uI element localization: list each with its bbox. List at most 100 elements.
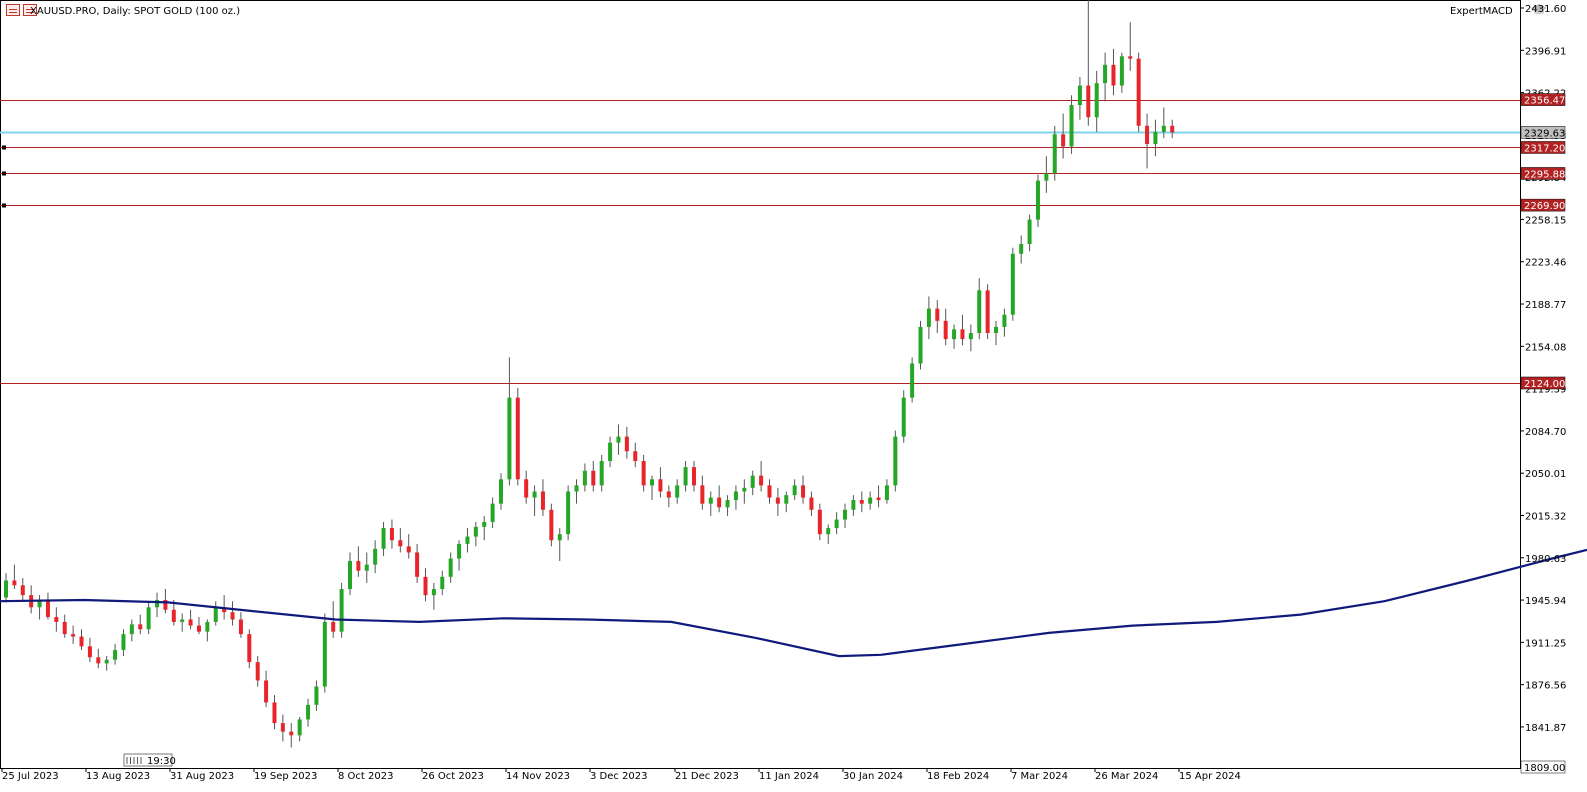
time-marker: 19:30 (123, 753, 176, 767)
time-marker-box (123, 753, 173, 767)
plot-frame (0, 0, 1521, 769)
candle-body (582, 470, 587, 486)
candle-body (482, 521, 487, 527)
candle-body (599, 461, 604, 486)
candle-body (641, 461, 646, 486)
chart-title: XAUUSD.PRO, Daily: SPOT GOLD (100 oz.) (30, 6, 241, 17)
candle-body (322, 621, 327, 687)
price-label: 1809.00 (1524, 763, 1565, 774)
horizontal-levels (0, 100, 1520, 384)
x-tick-label: 21 Dec 2023 (675, 771, 739, 782)
price-label: 2329.63 (1524, 128, 1565, 139)
candle-body (272, 702, 277, 724)
candle-body (1010, 253, 1015, 315)
y-tick-label: 1876.56 (1525, 681, 1566, 692)
candle-body (423, 576, 428, 596)
candle-body (683, 467, 688, 486)
candle-body (113, 649, 118, 660)
time-marker-label: 19:30 (147, 756, 176, 767)
candle-body (708, 497, 713, 504)
candle-body (658, 479, 663, 492)
candle-body (675, 485, 680, 498)
price-label-box (1520, 93, 1566, 106)
candle-body (205, 621, 210, 632)
y-tick-label: 1980.63 (1525, 554, 1566, 565)
candle-body (700, 485, 705, 504)
candle-body (1086, 85, 1091, 118)
candle-body (1002, 314, 1007, 327)
candle-body (859, 500, 864, 504)
grid-settings-icon[interactable] (23, 4, 37, 16)
chart-window-icon[interactable] (6, 4, 20, 16)
x-tick-label: 25 Jul 2023 (2, 771, 59, 782)
candle-body (1136, 58, 1141, 126)
candle-body (289, 731, 294, 736)
candle-body (608, 442, 613, 462)
price-label-box (1520, 760, 1566, 774)
price-label-box (1520, 167, 1566, 180)
candle-body (188, 619, 193, 626)
x-tick-label: 26 Mar 2024 (1095, 771, 1158, 782)
candle-body (901, 397, 906, 437)
candle-body (381, 528, 386, 549)
y-tick-label: 1945.94 (1525, 596, 1566, 607)
candle-body (952, 329, 957, 340)
price-label: 2269.90 (1524, 201, 1565, 212)
level-anchor (2, 203, 6, 208)
candle-body (138, 624, 143, 630)
moving-average-line (0, 548, 1587, 658)
price-label-box (1520, 198, 1566, 212)
candle-body (398, 540, 403, 547)
candle-body (71, 634, 76, 637)
candle-body (255, 662, 260, 681)
candle-body (431, 589, 436, 596)
y-tick-label: 2431.60 (1525, 4, 1566, 15)
y-tick-label: 1841.87 (1525, 723, 1566, 734)
candle-body (499, 479, 504, 504)
candle-body (163, 599, 168, 610)
price-label-box (1520, 376, 1566, 390)
candle-body (406, 546, 411, 553)
candle-body (180, 619, 185, 622)
candle-body (566, 491, 571, 535)
candle-body (750, 475, 755, 488)
candle-body (817, 509, 822, 535)
candle-body (1035, 180, 1040, 220)
y-tick-label: 2119.39 (1525, 385, 1566, 396)
candle-body (473, 526, 478, 537)
y-tick-label: 2084.70 (1525, 427, 1566, 438)
candle-body (557, 534, 562, 541)
candle-body (20, 585, 25, 596)
candle-body (457, 543, 462, 559)
candle-body (943, 320, 948, 340)
candle-body (532, 491, 537, 498)
candle-body (843, 509, 847, 520)
candle-body (717, 497, 722, 508)
candle-body (742, 487, 747, 492)
candle-body (104, 659, 109, 664)
candle-body (440, 576, 445, 590)
x-tick-label: 7 Mar 2024 (1011, 771, 1068, 782)
candle-body (1019, 244, 1024, 254)
candle-body (146, 607, 151, 630)
y-tick-label: 2258.15 (1525, 215, 1566, 226)
candle-body (960, 329, 965, 340)
candle-body (12, 580, 17, 586)
candle-body (389, 528, 394, 541)
price-label: 2124.00 (1524, 379, 1565, 390)
candle-body (775, 497, 780, 504)
candle-body (448, 558, 453, 577)
candle-body (985, 290, 990, 334)
x-tick-label: 13 Aug 2023 (86, 771, 150, 782)
candle-body (910, 363, 915, 398)
x-tick-label: 11 Jan 2024 (759, 771, 819, 782)
candle-body (725, 500, 730, 508)
candle-body (893, 436, 898, 486)
candle-body (129, 624, 134, 635)
candle-body (306, 704, 311, 720)
candle-body (926, 308, 931, 327)
graduation-cap-icon (1531, 4, 1547, 15)
y-tick-label: 2154.08 (1525, 342, 1566, 353)
candle-body (373, 548, 378, 565)
